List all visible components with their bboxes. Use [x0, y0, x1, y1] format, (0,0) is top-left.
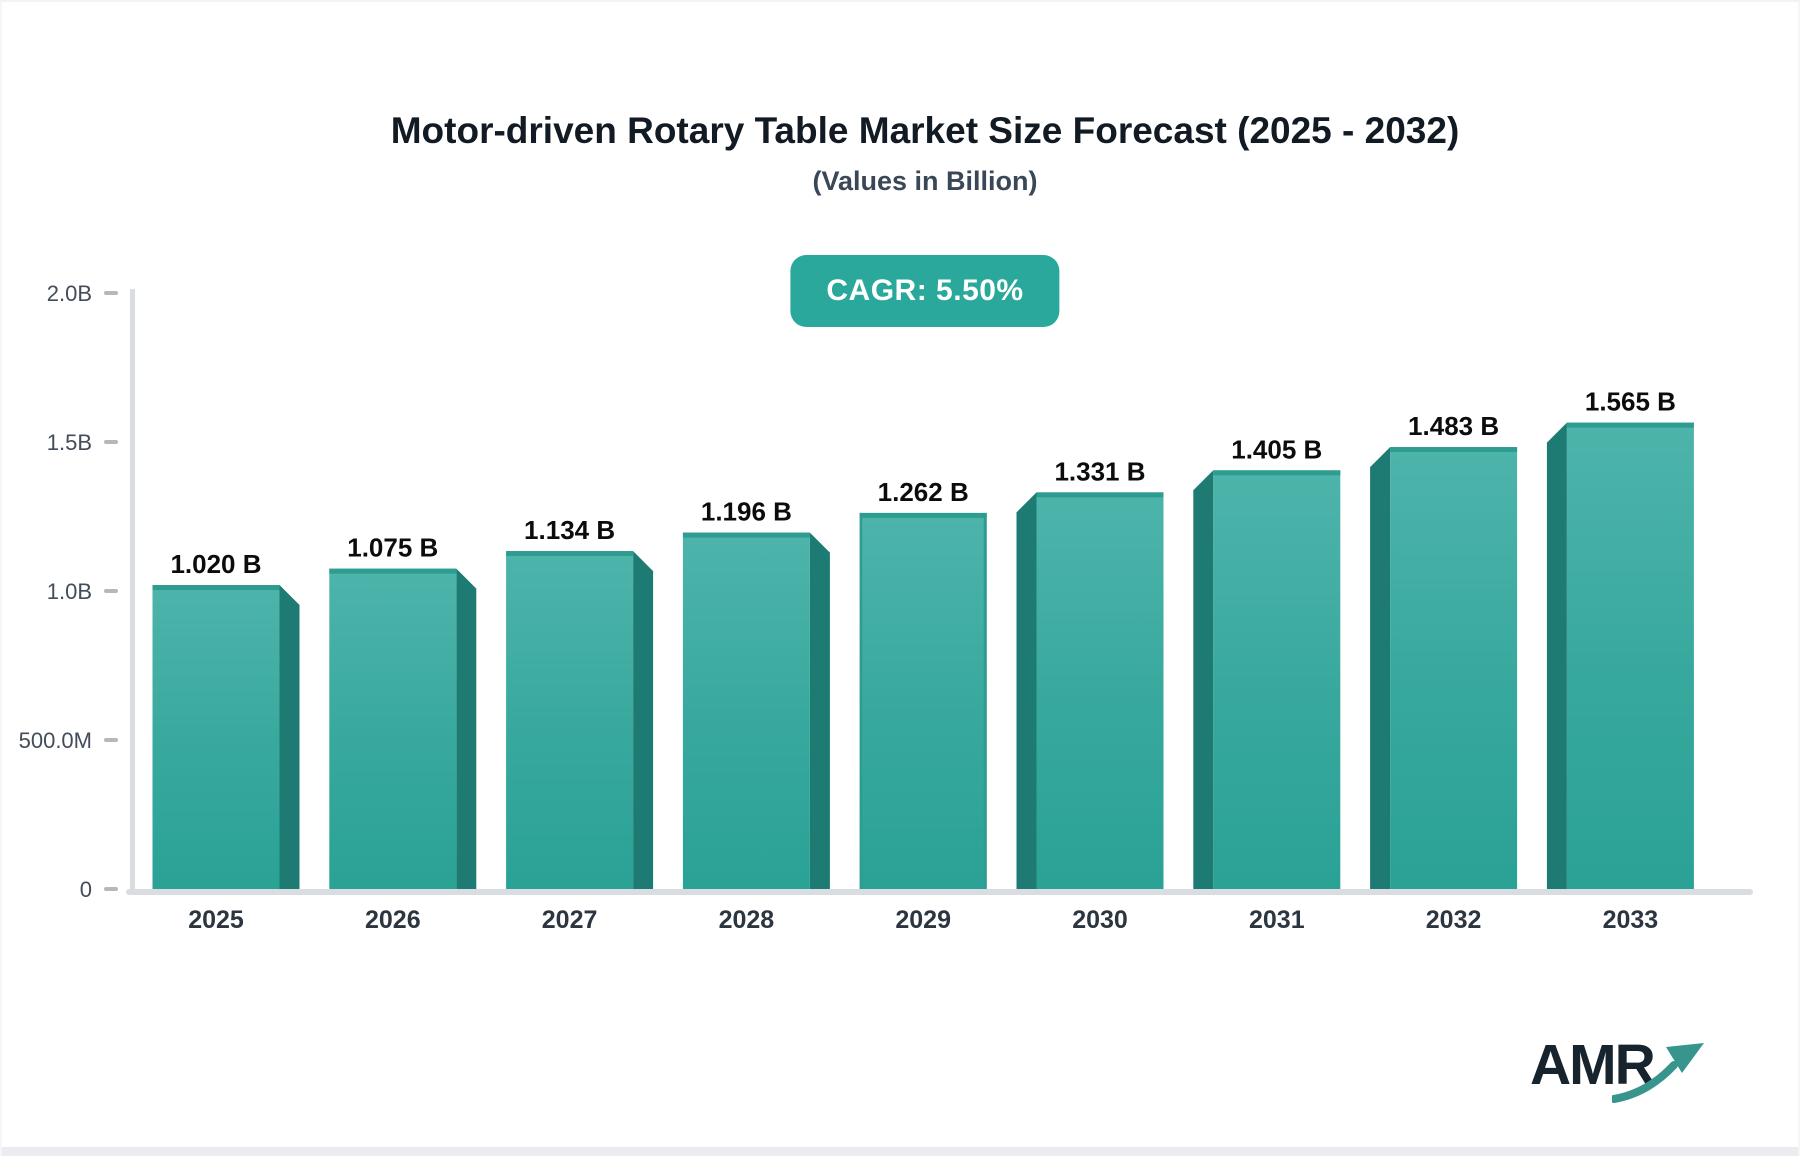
bar-top-edge: [1036, 492, 1164, 498]
bar-value-label: 1.196 B: [701, 497, 792, 527]
bar-top-edge: [329, 568, 457, 574]
bar-top-edge: [506, 551, 634, 557]
bar-2030[interactable]: 1.331 B 2030: [1016, 456, 1164, 934]
bar-2027[interactable]: 1.134 B 2027: [506, 515, 654, 934]
bar-front-face: [1036, 492, 1164, 889]
bar-2032[interactable]: 1.483 B 2032: [1370, 411, 1518, 934]
y-tick-dash: [104, 291, 118, 295]
x-axis-label: 2031: [1249, 906, 1305, 934]
bar-value-label: 1.331 B: [1054, 456, 1145, 486]
bar-2028[interactable]: 1.196 B 2028: [682, 497, 830, 934]
bar-side-face: [633, 551, 654, 889]
bar-front-face: [506, 551, 634, 889]
bar-top-edge: [152, 585, 280, 591]
x-axis-label: 2032: [1426, 906, 1482, 934]
growth-arrow-icon: [1612, 1043, 1704, 1103]
chart-subtitle: (Values in Billion): [812, 166, 1038, 196]
x-axis-label: 2026: [365, 906, 421, 934]
bar-right-edge: [983, 512, 987, 889]
bar-value-label: 1.565 B: [1585, 387, 1676, 417]
bar-front-face: [152, 585, 280, 889]
x-axis-label: 2029: [895, 906, 951, 934]
bar-top-edge: [1566, 422, 1694, 428]
bar-value-label: 1.262 B: [878, 477, 969, 507]
chart-title: Motor-driven Rotary Table Market Size Fo…: [390, 110, 1460, 151]
bar-front-face: [859, 512, 987, 889]
bar-top-edge: [1390, 447, 1518, 453]
bar-front-face: [682, 532, 810, 889]
x-axis-label: 2025: [188, 906, 244, 934]
cagr-badge: CAGR: 5.50%: [790, 255, 1060, 327]
bar-side-face: [279, 585, 300, 889]
y-tick-label: 1.5B: [47, 430, 92, 455]
bar-left-edge: [859, 512, 863, 889]
y-tick-label: 500.0M: [19, 728, 92, 753]
bottom-border-strip: [2, 1147, 1798, 1156]
bar-2033[interactable]: 1.565 B 2033: [1546, 387, 1694, 934]
x-axis-label: 2028: [719, 906, 775, 934]
chart-header: Motor-driven Rotary Table Market Size Fo…: [48, 2, 1798, 197]
bar-side-face: [1193, 470, 1214, 889]
bar-2026[interactable]: 1.075 B 2026: [329, 533, 477, 934]
y-tick-label: 2.0B: [47, 281, 92, 306]
x-axis-line: [126, 889, 1753, 895]
bar-side-face: [1546, 422, 1567, 889]
y-tick-dash: [104, 589, 118, 593]
x-axis-label: 2027: [542, 906, 598, 934]
bar-front-face: [1213, 470, 1341, 889]
y-tick-label: 0: [80, 877, 92, 902]
y-tick-dash: [104, 887, 118, 891]
bar-value-label: 1.483 B: [1408, 411, 1499, 441]
bar-top-edge: [682, 532, 810, 538]
bar-value-label: 1.134 B: [524, 515, 615, 545]
bar-side-face: [1370, 447, 1391, 889]
y-tick-dash: [104, 440, 118, 444]
bar-top-edge: [1213, 470, 1341, 476]
bar-front-face: [1390, 447, 1518, 889]
amr-logo-text: AMR: [1530, 1033, 1656, 1097]
bar-2031[interactable]: 1.405 B 2031: [1193, 434, 1341, 934]
bar-side-face: [1016, 492, 1037, 889]
y-tick-label: 1.0B: [47, 579, 92, 604]
bar-value-label: 1.405 B: [1231, 434, 1322, 464]
bar-front-face: [329, 568, 457, 889]
y-tick-dash: [104, 738, 118, 742]
bar-top-edge: [859, 512, 987, 518]
bar-value-label: 1.020 B: [170, 549, 261, 579]
x-axis-label: 2030: [1072, 906, 1128, 934]
bar-side-face: [456, 568, 477, 889]
bar-side-face: [809, 532, 830, 889]
amr-logo[interactable]: AMR: [1530, 1032, 1730, 1116]
bar-value-label: 1.075 B: [347, 533, 438, 563]
bar-2025[interactable]: 1.020 B 2025: [152, 549, 300, 934]
y-axis-line: [130, 289, 135, 895]
bar-front-face: [1566, 422, 1694, 889]
x-axis-label: 2033: [1603, 906, 1659, 934]
bar-2029[interactable]: 1.262 B 2029: [859, 477, 987, 934]
